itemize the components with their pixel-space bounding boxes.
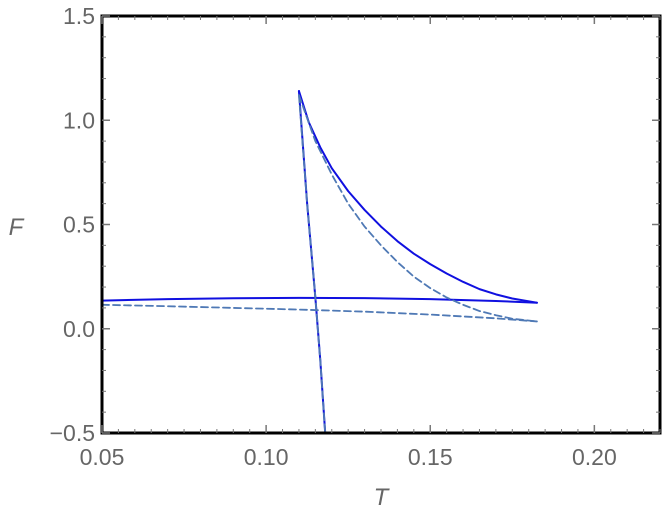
y-tick-label: −0.5 — [50, 420, 95, 446]
curves-layer — [101, 90, 538, 434]
x-tick-label: 0.10 — [244, 444, 289, 470]
series-solid-line-0 — [297, 90, 538, 304]
y-axis-label: F — [9, 214, 25, 241]
tick-labels-layer: 0.05 0.10 0.15 0.20 −0.5 0.0 0.5 1.0 1.5 — [50, 3, 617, 470]
x-axis-label: T — [374, 484, 391, 511]
series-dashed-line-5 — [298, 94, 327, 434]
series-dashed-line-3 — [298, 94, 538, 323]
x-tick-label: 0.15 — [408, 444, 453, 470]
series-solid-line-1 — [101, 296, 538, 304]
series-dashed-line-4 — [101, 303, 538, 323]
x-tick-label: 0.20 — [572, 444, 617, 470]
y-tick-label: 1.5 — [63, 3, 95, 29]
ticks-layer — [101, 15, 661, 434]
y-tick-label: 1.0 — [63, 107, 95, 133]
y-tick-label: 0.5 — [63, 212, 95, 238]
y-tick-label: 0.0 — [63, 316, 95, 342]
x-tick-label: 0.05 — [80, 444, 125, 470]
